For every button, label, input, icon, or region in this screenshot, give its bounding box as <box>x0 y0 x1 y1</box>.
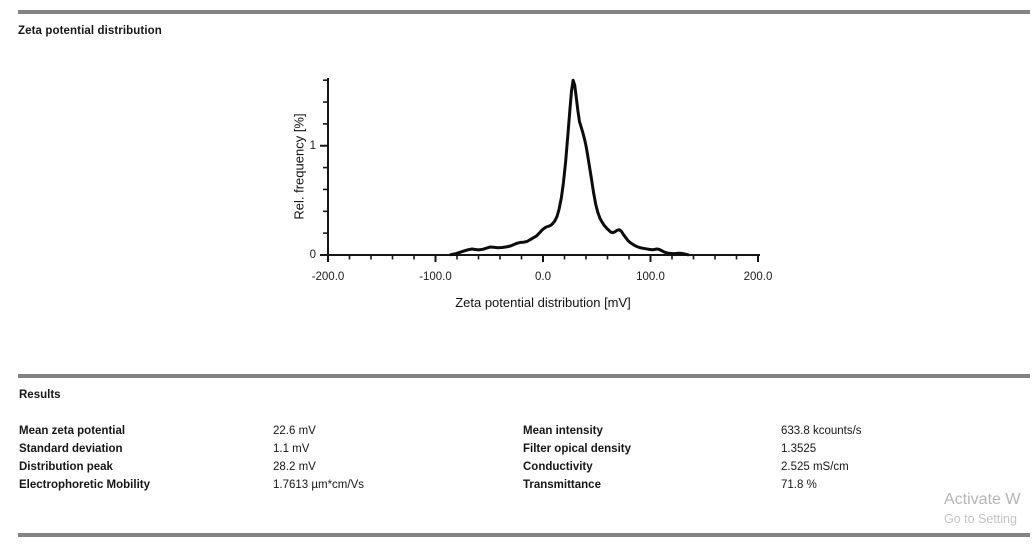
result-label: Mean zeta potential <box>19 425 126 437</box>
x-tick-label: -100.0 <box>419 271 452 283</box>
page-title: Zeta potential distribution <box>18 25 162 37</box>
x-tick-label: 0.0 <box>535 271 551 283</box>
distribution-curve <box>449 78 690 257</box>
x-tick-label: 200.0 <box>743 271 773 283</box>
activate-windows-watermark: Activate W Go to Setting <box>944 491 1020 526</box>
result-row: Transmittance 71.8 % <box>523 476 862 494</box>
result-value: 2.525 mS/cm <box>781 461 849 473</box>
watermark-line2: Go to Setting <box>944 512 1017 526</box>
result-row: Standard deviation 1.1 mV <box>19 440 364 458</box>
result-row: Filter opical density 1.3525 <box>523 440 862 458</box>
result-value: 633.8 kcounts/s <box>781 425 862 437</box>
x-tick-label: -200.0 <box>311 271 345 283</box>
result-label: Standard deviation <box>19 443 123 455</box>
result-label: Filter opical density <box>523 443 631 455</box>
results-right-column: Mean intensity 633.8 kcounts/s Filter opic… <box>523 422 862 494</box>
x-tick-label: 100.0 <box>636 271 665 283</box>
result-label: Mean intensity <box>523 425 603 437</box>
y-tick-label: 1 <box>309 139 316 152</box>
x-axis-title: Zeta potential distribution [mV] <box>455 295 631 310</box>
result-row: Electrophoretic Mobility 1.7613 µm*cm/Vs <box>19 476 364 494</box>
result-value: 1.3525 <box>781 443 817 455</box>
result-value: 28.2 mV <box>273 461 316 473</box>
result-value: 1.1 mV <box>273 443 310 455</box>
result-label: Conductivity <box>523 461 593 473</box>
result-row: Conductivity 2.525 mS/cm <box>523 458 862 476</box>
result-label: Electrophoretic Mobility <box>19 479 150 491</box>
result-label: Transmittance <box>523 479 601 491</box>
bottom-divider <box>18 533 1030 537</box>
top-divider <box>18 10 1030 14</box>
y-tick-label: 0 <box>309 249 316 261</box>
result-row: Mean intensity 633.8 kcounts/s <box>523 422 862 440</box>
results-left-column: Mean zeta potential 22.6 mV Standard devia… <box>19 422 364 494</box>
result-value: 1.7613 µm*cm/Vs <box>273 479 364 491</box>
result-row: Distribution peak 28.2 mV <box>19 458 364 476</box>
results-heading: Results <box>19 389 61 401</box>
results-divider <box>18 374 1030 378</box>
result-row: Mean zeta potential 22.6 mV <box>19 422 364 440</box>
result-value: 71.8 % <box>781 479 817 491</box>
result-label: Distribution peak <box>19 461 113 473</box>
result-value: 22.6 mV <box>273 425 316 437</box>
y-axis-title: Rel. frequency [%] <box>291 113 307 220</box>
watermark-line1: Activate W <box>944 491 1021 508</box>
